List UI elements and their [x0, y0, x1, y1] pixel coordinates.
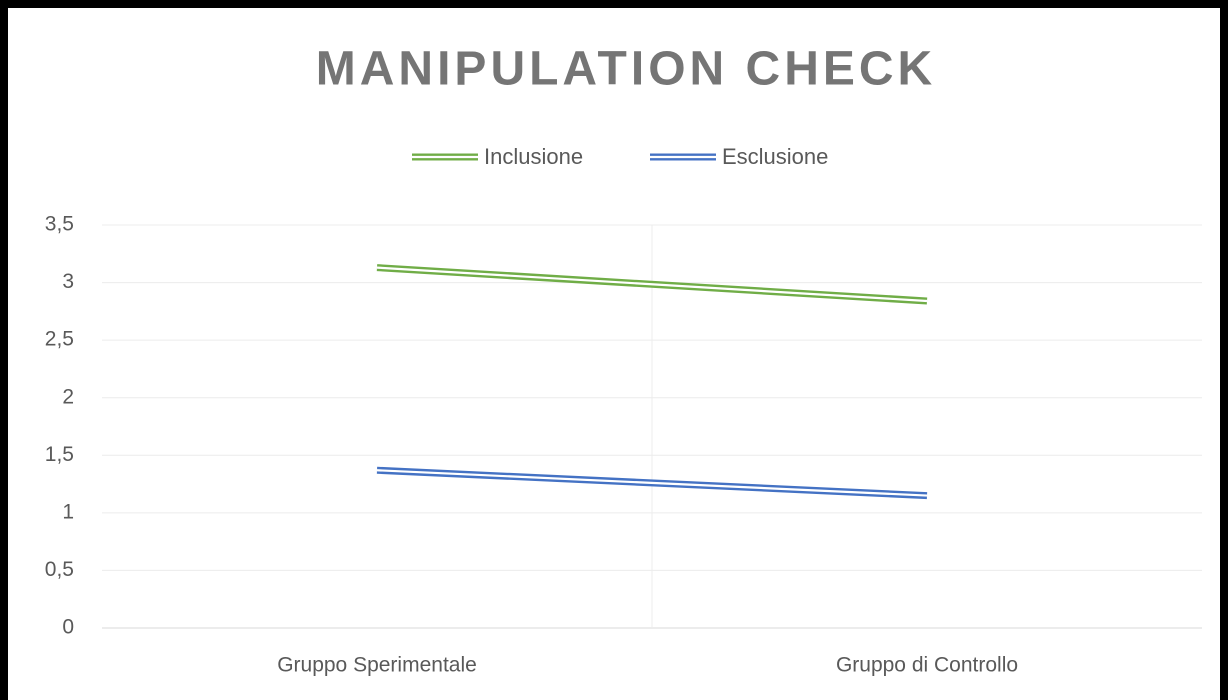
y-tick-label: 3: [62, 270, 74, 293]
series-line-core: [376, 266, 928, 303]
x-tick-label: Gruppo di Controllo: [836, 654, 1018, 677]
chart-title: MANIPULATION CHECK: [316, 43, 936, 96]
chart-background: [8, 8, 1220, 700]
y-tick-label: 2,5: [45, 328, 74, 351]
x-tick-label: Gruppo Sperimentale: [277, 654, 477, 677]
y-tick-label: 2: [62, 385, 74, 408]
y-tick-label: 1: [62, 500, 74, 523]
y-tick-label: 1,5: [45, 443, 74, 466]
y-tick-label: 0: [62, 616, 74, 639]
y-tick-label: 3,5: [45, 213, 74, 236]
legend-label: Esclusione: [722, 144, 828, 169]
legend-label: Inclusione: [484, 144, 583, 169]
y-tick-label: 0,5: [45, 558, 74, 581]
series-line-core: [376, 469, 928, 497]
